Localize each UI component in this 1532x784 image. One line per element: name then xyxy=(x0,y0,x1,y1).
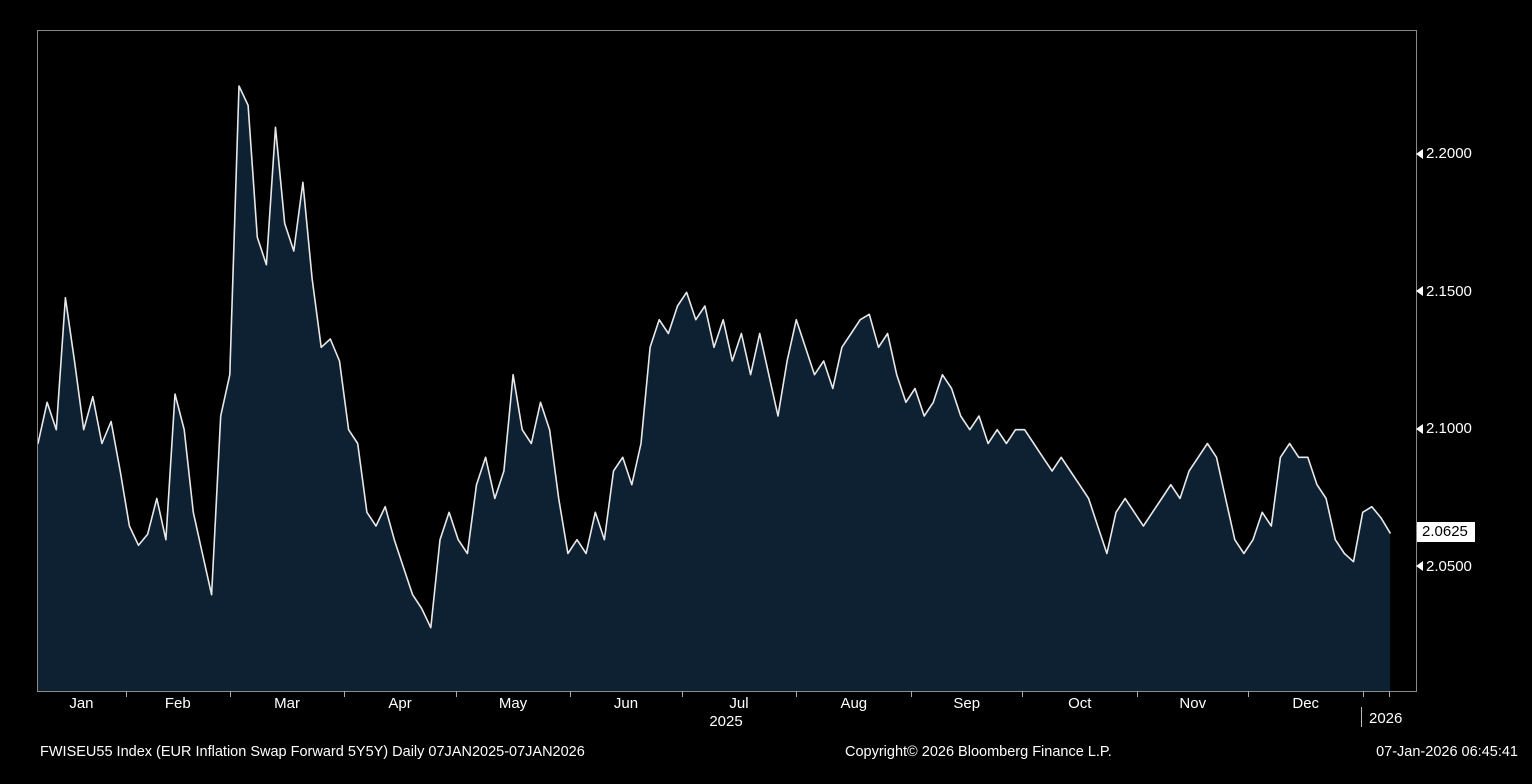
year-label-2026: 2026 xyxy=(1369,710,1403,727)
x-axis-month-label: Jun xyxy=(613,695,639,712)
status-bar: FWISEU55 Index (EUR Inflation Swap Forwa… xyxy=(0,740,1532,770)
area-fill xyxy=(38,86,1391,691)
chart-description-text: FWISEU55 Index (EUR Inflation Swap Forwa… xyxy=(40,744,585,760)
x-axis-month-label: Dec xyxy=(1292,695,1320,712)
y-axis-tick-label: 2.2000 xyxy=(1416,145,1472,163)
year-2026-group: 2026 xyxy=(1361,707,1402,727)
x-axis-month-label: Jan xyxy=(69,695,94,712)
x-axis-tick xyxy=(1389,691,1391,697)
y-axis: 2.0625 2.2000 2.1500 2.1000 2.0500 xyxy=(1416,30,1532,691)
price-line xyxy=(38,85,1391,629)
timestamp-text: 07-Jan-2026 06:45:41 xyxy=(1376,744,1518,760)
price-chart[interactable] xyxy=(37,30,1417,692)
x-axis-tick xyxy=(681,691,683,697)
x-axis-tick xyxy=(1363,691,1365,697)
y-tick-arrow-icon xyxy=(1416,148,1423,159)
x-axis-month-label: Nov xyxy=(1179,695,1207,712)
y-axis-tick-label: 2.0500 xyxy=(1416,557,1472,575)
y-tick-value: 2.0500 xyxy=(1426,557,1472,575)
x-axis-month-label: Sep xyxy=(953,695,981,712)
y-tick-value: 2.1500 xyxy=(1426,282,1472,300)
x-axis-month-label: Mar xyxy=(274,695,300,712)
x-axis-tick xyxy=(911,691,913,697)
x-axis-tick xyxy=(344,691,346,697)
x-axis-month-label: Aug xyxy=(840,695,868,712)
year-boundary-tick xyxy=(1361,707,1362,727)
x-axis-tick xyxy=(125,691,127,697)
x-axis-year-row: 2025 2026 xyxy=(37,707,1415,737)
x-axis-month-label: Oct xyxy=(1068,695,1092,712)
x-axis-tick xyxy=(796,691,798,697)
copyright-text: Copyright© 2026 Bloomberg Finance L.P. xyxy=(845,744,1112,760)
x-axis-tick xyxy=(1248,691,1250,697)
y-tick-arrow-icon xyxy=(1416,423,1423,434)
y-tick-arrow-icon xyxy=(1416,561,1423,572)
x-axis-tick xyxy=(455,691,457,697)
x-axis-tick xyxy=(570,691,572,697)
year-label-2025: 2025 xyxy=(709,713,743,730)
area-chart-canvas[interactable] xyxy=(38,31,1416,691)
x-axis-tick xyxy=(1022,691,1024,697)
x-axis-month-label: May xyxy=(498,695,528,712)
x-axis-tick xyxy=(229,691,231,697)
last-price-badge: 2.0625 xyxy=(1417,521,1475,542)
x-axis: Jan Feb Mar Apr May Jun Jul Aug Sep Oct Nov Dec xyxy=(37,691,1415,715)
y-axis-tick-label: 2.1000 xyxy=(1416,420,1472,438)
y-tick-value: 2.1000 xyxy=(1426,420,1472,438)
y-tick-value: 2.2000 xyxy=(1426,145,1472,163)
x-axis-month-label: Feb xyxy=(164,695,191,712)
x-axis-tick xyxy=(1137,691,1139,697)
x-axis-month-label: Jul xyxy=(729,695,749,712)
y-tick-arrow-icon xyxy=(1416,286,1423,297)
x-axis-month-label: Apr xyxy=(388,695,412,712)
y-axis-tick-label: 2.1500 xyxy=(1416,282,1472,300)
